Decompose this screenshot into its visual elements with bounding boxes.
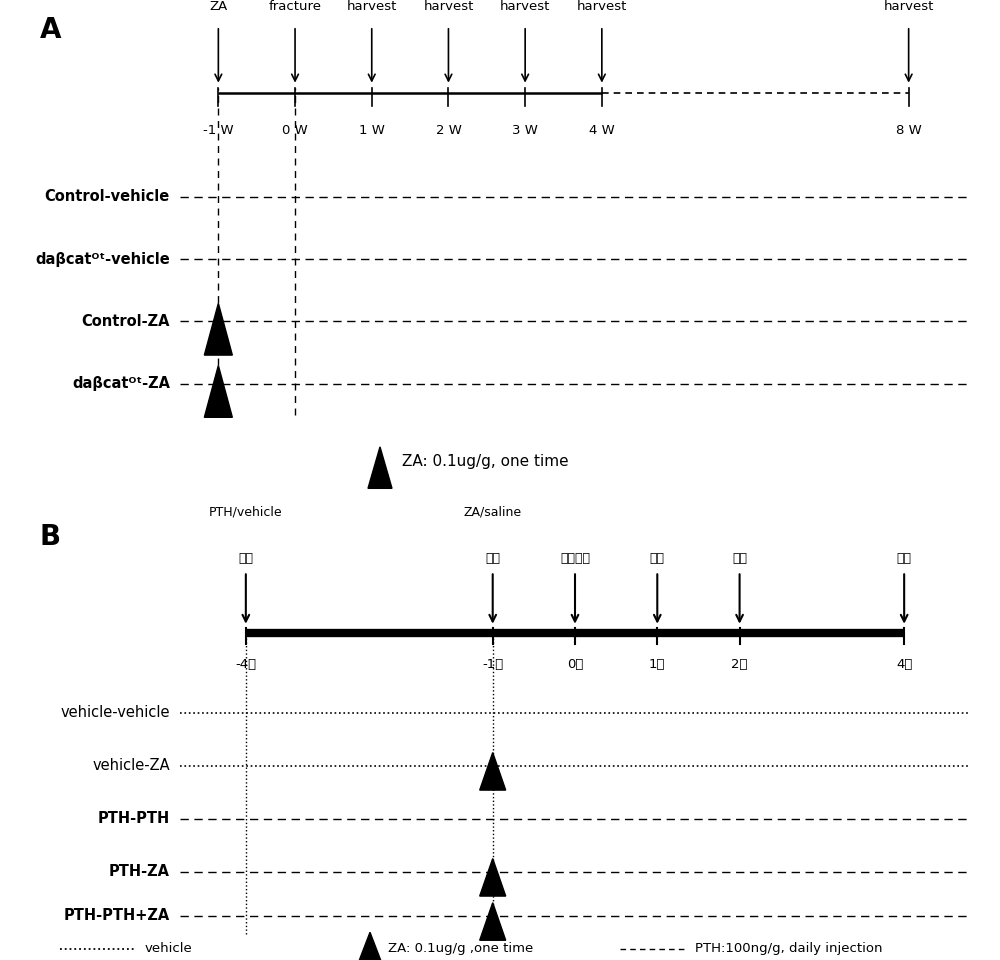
- Text: 收样: 收样: [897, 552, 912, 564]
- Text: vehicle-vehicle: vehicle-vehicle: [60, 706, 170, 720]
- Text: ZA: 0.1ug/g, one time: ZA: 0.1ug/g, one time: [402, 454, 569, 468]
- Text: 0 W: 0 W: [282, 125, 308, 137]
- Text: 4 W: 4 W: [589, 125, 615, 137]
- Text: harvest: harvest: [883, 0, 934, 13]
- Text: 收样: 收样: [732, 552, 747, 564]
- Text: A: A: [40, 15, 62, 43]
- Text: harvest: harvest: [500, 0, 550, 13]
- Text: 骨折造模: 骨折造模: [560, 552, 590, 564]
- Text: 注射: 注射: [238, 552, 253, 564]
- Text: Control-ZA: Control-ZA: [81, 314, 170, 329]
- Text: vehicle-ZA: vehicle-ZA: [92, 758, 170, 773]
- Text: -1 W: -1 W: [203, 125, 234, 137]
- Text: 4周: 4周: [896, 658, 912, 670]
- Text: ZA: ZA: [209, 0, 227, 13]
- Text: 0周: 0周: [567, 658, 583, 670]
- Text: daβcatᴼᵗ-ZA: daβcatᴼᵗ-ZA: [72, 376, 170, 391]
- Text: ZA/saline: ZA/saline: [464, 505, 522, 518]
- Text: ZA: 0.1ug/g ,one time: ZA: 0.1ug/g ,one time: [388, 943, 533, 955]
- Text: vehicle: vehicle: [145, 943, 193, 955]
- Polygon shape: [480, 753, 506, 790]
- Polygon shape: [359, 932, 381, 960]
- Text: 收样: 收样: [650, 552, 665, 564]
- Text: PTH-PTH+ZA: PTH-PTH+ZA: [64, 908, 170, 924]
- Text: 2 W: 2 W: [436, 125, 461, 137]
- Text: fracture: fracture: [269, 0, 322, 13]
- Text: 3 W: 3 W: [512, 125, 538, 137]
- Polygon shape: [480, 902, 506, 940]
- Text: harvest: harvest: [423, 0, 474, 13]
- Polygon shape: [480, 858, 506, 896]
- Text: PTH/vehicle: PTH/vehicle: [209, 505, 283, 518]
- Text: harvest: harvest: [347, 0, 397, 13]
- Text: -4周: -4周: [235, 658, 256, 670]
- Text: PTH-PTH: PTH-PTH: [98, 811, 170, 827]
- Text: Control-vehicle: Control-vehicle: [45, 189, 170, 204]
- Text: PTH-ZA: PTH-ZA: [109, 864, 170, 879]
- Text: 1 W: 1 W: [359, 125, 385, 137]
- Text: harvest: harvest: [577, 0, 627, 13]
- Text: 2周: 2周: [731, 658, 748, 670]
- Polygon shape: [204, 366, 232, 418]
- Text: B: B: [40, 523, 61, 551]
- Text: 8 W: 8 W: [896, 125, 922, 137]
- Text: 注射: 注射: [485, 552, 500, 564]
- Polygon shape: [204, 303, 232, 355]
- Polygon shape: [368, 446, 392, 489]
- Text: -1周: -1周: [482, 658, 503, 670]
- Text: 1周: 1周: [649, 658, 666, 670]
- Text: PTH:100ng/g, daily injection: PTH:100ng/g, daily injection: [695, 943, 883, 955]
- Text: daβcatᴼᵗ-vehicle: daβcatᴼᵗ-vehicle: [35, 252, 170, 267]
